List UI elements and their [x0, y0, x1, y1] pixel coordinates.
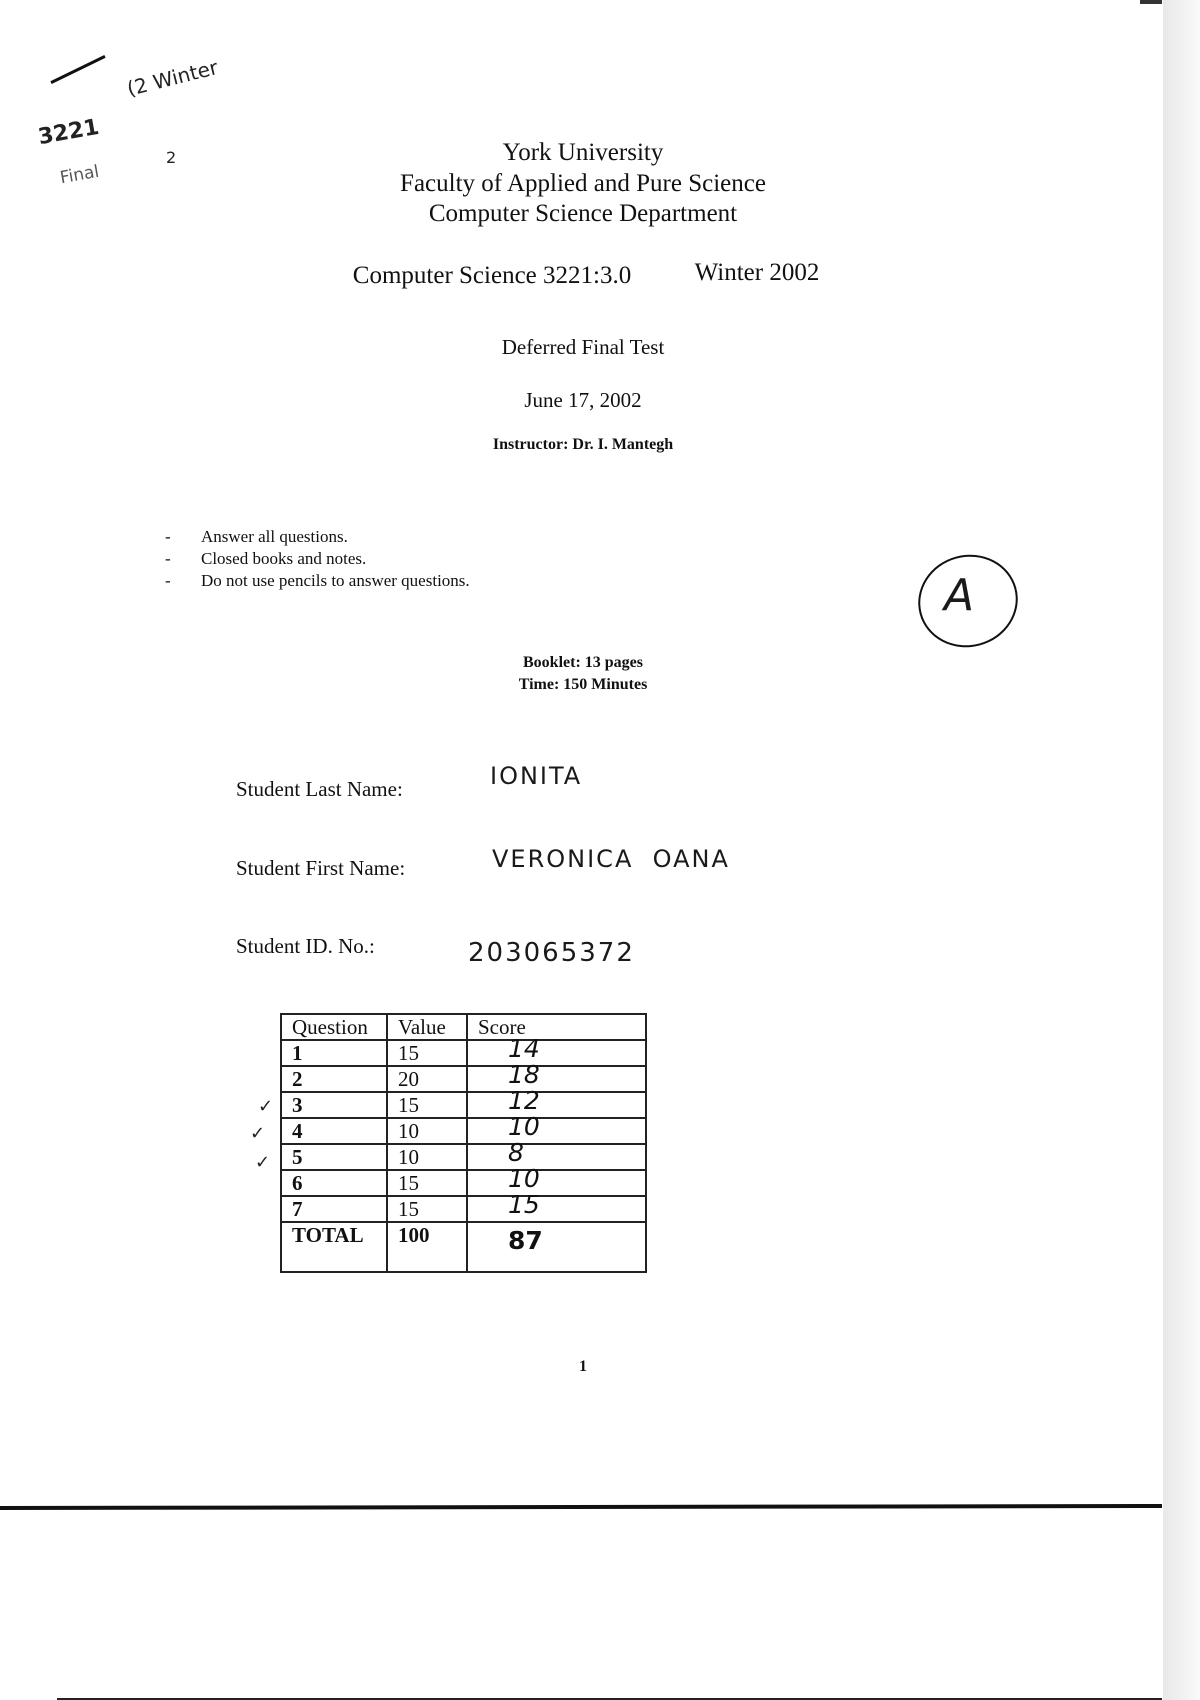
instructions-list: - Answer all questions. - Closed books and…: [165, 526, 470, 592]
department-name: Computer Science Department: [428, 200, 738, 227]
margin-note-mark: 2: [166, 148, 177, 167]
question-score: 15: [466, 1192, 647, 1223]
total-score: 87: [466, 1221, 647, 1273]
term: Winter 2002: [694, 259, 820, 286]
total-row: TOTAL 100 87: [280, 1221, 647, 1273]
question-value: 15: [386, 1091, 468, 1119]
question-number: 1: [280, 1039, 388, 1067]
margin-note-course: 3221: [36, 114, 101, 151]
question-score: 10: [466, 1114, 647, 1145]
question-value: 15: [386, 1169, 468, 1197]
table-row: 1 15 14: [280, 1036, 647, 1067]
first-name-value: VERONICA OANA: [492, 845, 730, 873]
question-value: 15: [386, 1039, 468, 1067]
question-score: 18: [466, 1062, 647, 1093]
corner-mark: [1140, 0, 1162, 4]
margin-stroke: [50, 55, 106, 84]
booklet-pages: Booklet: 13 pages: [523, 654, 643, 671]
total-value: 100: [386, 1221, 468, 1273]
instruction-item: - Answer all questions.: [165, 527, 348, 546]
table-row: 7 15 15: [280, 1192, 647, 1223]
test-title: Deferred Final Test: [501, 335, 665, 359]
time-limit: Time: 150 Minutes: [518, 676, 648, 693]
total-label: TOTAL: [280, 1221, 388, 1273]
instruction-item: - Closed books and notes.: [165, 549, 367, 568]
table-row: 6 15 10: [280, 1166, 647, 1197]
student-id-value: 203065372: [468, 938, 635, 968]
question-score: 12: [466, 1088, 647, 1119]
version-mark: A: [944, 570, 977, 621]
last-name-value: IONITA: [490, 762, 583, 790]
faculty-name: Faculty of Applied and Pure Science: [400, 170, 766, 197]
question-number: 7: [280, 1195, 388, 1223]
page-edge-line: [0, 1503, 1163, 1511]
page-number: 1: [579, 1358, 587, 1375]
check-mark-icon: ✓: [250, 1123, 266, 1144]
last-name-label: Student Last Name:: [236, 777, 403, 801]
table-header-row: Question Value Score: [280, 1013, 647, 1041]
instructor: Instructor: Dr. I. Mantegh: [492, 436, 674, 453]
question-value: 10: [386, 1143, 468, 1171]
header-question: Question: [280, 1013, 388, 1041]
instruction-item: - Do not use pencils to answer questions.: [165, 571, 470, 590]
course-code: Computer Science 3221:3.0: [352, 262, 632, 289]
first-name-label: Student First Name:: [236, 856, 406, 880]
margin-note-term: (2 Winter: [124, 55, 221, 101]
bottom-edge-line: [57, 1698, 1162, 1700]
question-number: 4: [280, 1117, 388, 1145]
question-value: 15: [386, 1195, 468, 1223]
question-score: 10: [466, 1166, 647, 1197]
table-row: 2 20 18: [280, 1062, 647, 1093]
check-mark-icon: ✓: [258, 1096, 274, 1117]
table-row: 5 10 8: [280, 1140, 647, 1171]
question-number: 6: [280, 1169, 388, 1197]
question-score: 14: [466, 1036, 647, 1067]
student-id-label: Student ID. No.:: [236, 934, 375, 958]
table-row: 4 10 10: [280, 1114, 647, 1145]
header-score: Score: [466, 1013, 647, 1041]
check-mark-icon: ✓: [255, 1152, 271, 1173]
question-value: 10: [386, 1117, 468, 1145]
question-value: 20: [386, 1065, 468, 1093]
margin-note-type: Final: [58, 161, 101, 189]
table-row: 3 15 12: [280, 1088, 647, 1119]
test-date: June 17, 2002: [524, 388, 642, 412]
university-name: York University: [502, 139, 664, 166]
question-number: 5: [280, 1143, 388, 1171]
question-number: 2: [280, 1065, 388, 1093]
score-table: Question Value Score 1 15 14 2 20 18 3 15 12 4…: [280, 1013, 647, 1273]
question-score: 8: [466, 1140, 647, 1171]
header-value: Value: [386, 1013, 468, 1041]
question-number: 3: [280, 1091, 388, 1119]
scan-edge-shadow: [1163, 0, 1200, 1700]
